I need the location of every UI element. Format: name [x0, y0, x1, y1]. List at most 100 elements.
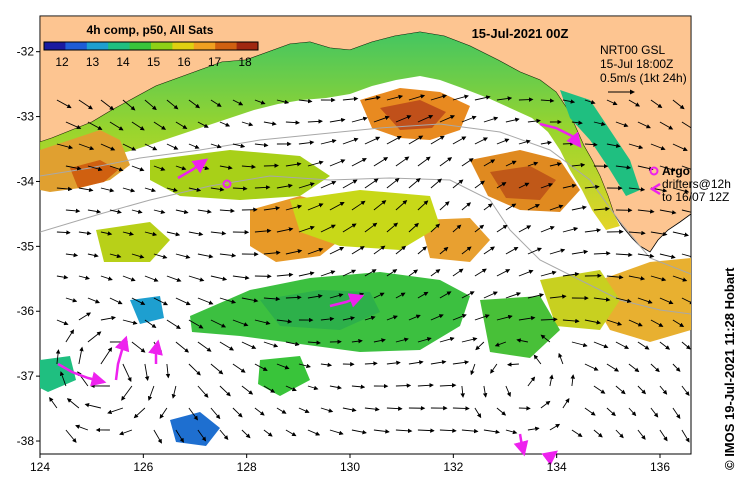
drifter-track[interactable] [541, 450, 558, 466]
current-arrow [232, 275, 250, 280]
current-arrow [408, 269, 419, 277]
current-arrow [659, 253, 676, 259]
drifter-tracks[interactable] [57, 122, 582, 466]
current-arrow [298, 271, 315, 277]
current-arrow [650, 143, 666, 151]
current-arrow [430, 359, 447, 365]
current-arrow [483, 159, 496, 167]
lat-tick-label: -35 [17, 239, 35, 253]
current-arrow [219, 253, 237, 258]
sst-patch-gulf [560, 90, 640, 196]
current-arrow [540, 317, 558, 322]
colorbar-swatch [215, 42, 238, 50]
current-arrow [373, 338, 386, 343]
current-arrow [549, 248, 566, 255]
current-arrow [254, 319, 271, 326]
current-arrow [219, 165, 233, 170]
current-arrow [56, 143, 74, 150]
current-arrow [417, 114, 434, 123]
drifter-track[interactable] [57, 362, 107, 387]
current-arrow [232, 319, 249, 327]
current-arrow [439, 246, 449, 255]
current-arrow [263, 250, 281, 256]
current-arrow [276, 319, 293, 324]
lon-tick-label: 130 [340, 460, 360, 474]
current-arrow [373, 245, 386, 255]
lon-tick-label: 136 [650, 460, 670, 474]
current-arrow [518, 139, 531, 145]
current-arrow [153, 121, 167, 130]
colorbar-swatch [172, 42, 195, 50]
current-arrow [65, 208, 81, 214]
current-arrow [540, 226, 555, 233]
current-arrow [210, 99, 222, 107]
current-arrow [452, 360, 470, 365]
current-arrow [342, 179, 358, 189]
current-arrow [483, 429, 501, 435]
current-arrow [373, 292, 385, 299]
lat-tick-label: -34 [17, 174, 35, 188]
current-arrow [461, 246, 472, 255]
current-arrow [298, 363, 311, 369]
current-arrow [351, 246, 365, 255]
current-arrow [527, 426, 540, 432]
argo-float[interactable] [222, 179, 232, 189]
current-arrow [78, 143, 95, 151]
sst-patch-cold-sw2 [130, 296, 164, 324]
current-arrow [175, 165, 187, 171]
current-arrow [254, 185, 271, 190]
current-arrow [144, 275, 159, 282]
current-arrow [637, 341, 650, 350]
current-arrow [549, 374, 554, 387]
current-arrow [439, 383, 457, 388]
colorbar-swatch [86, 42, 109, 50]
current-arrow [386, 406, 403, 411]
current-arrow [166, 231, 181, 237]
drifter-track[interactable] [177, 158, 209, 180]
current-arrow [210, 187, 225, 192]
current-arrow [144, 99, 157, 111]
lon-tick-label: 126 [133, 460, 153, 474]
colorbar-swatch [236, 42, 259, 50]
current-arrow [298, 98, 313, 104]
current-arrow [373, 115, 390, 123]
current-arrow [78, 312, 92, 321]
current-arrow [241, 385, 254, 395]
current-arrow [562, 398, 570, 409]
current-arrow [285, 385, 297, 392]
current-arrow [197, 429, 207, 442]
current-arrow [549, 204, 564, 211]
current-arrow [527, 293, 545, 299]
current-arrow [241, 341, 257, 349]
argo-legend-label: Argo [662, 164, 690, 178]
current-arrow [386, 222, 399, 233]
current-arrow [232, 186, 248, 191]
current-arrow [197, 297, 214, 305]
current-arrow [408, 360, 424, 365]
current-arrow [254, 228, 272, 234]
drifter-track[interactable] [329, 293, 365, 308]
drifter-track[interactable] [148, 339, 163, 364]
drifter-track[interactable] [539, 122, 582, 148]
current-arrow [109, 165, 124, 172]
current-arrow [672, 363, 681, 372]
current-arrow [527, 118, 541, 124]
current-arrow [254, 99, 266, 105]
sst-patch-mid-2 [290, 190, 440, 250]
current-arrow [584, 142, 598, 147]
sst-patch-warm-central-core [380, 100, 446, 130]
current-arrow [166, 99, 179, 110]
current-arrow [615, 121, 629, 128]
drifter-track[interactable] [114, 335, 130, 381]
current-arrow [364, 222, 378, 233]
current-arrow [386, 269, 398, 277]
current-arrow [650, 363, 660, 373]
current-arrow [507, 362, 519, 367]
current-arrow [615, 429, 624, 439]
colorbar-tick-label: 18 [238, 55, 252, 69]
current-arrow [452, 268, 464, 277]
current-arrow [430, 135, 445, 145]
drifter-track[interactable] [513, 433, 529, 457]
current-arrow [285, 249, 303, 255]
